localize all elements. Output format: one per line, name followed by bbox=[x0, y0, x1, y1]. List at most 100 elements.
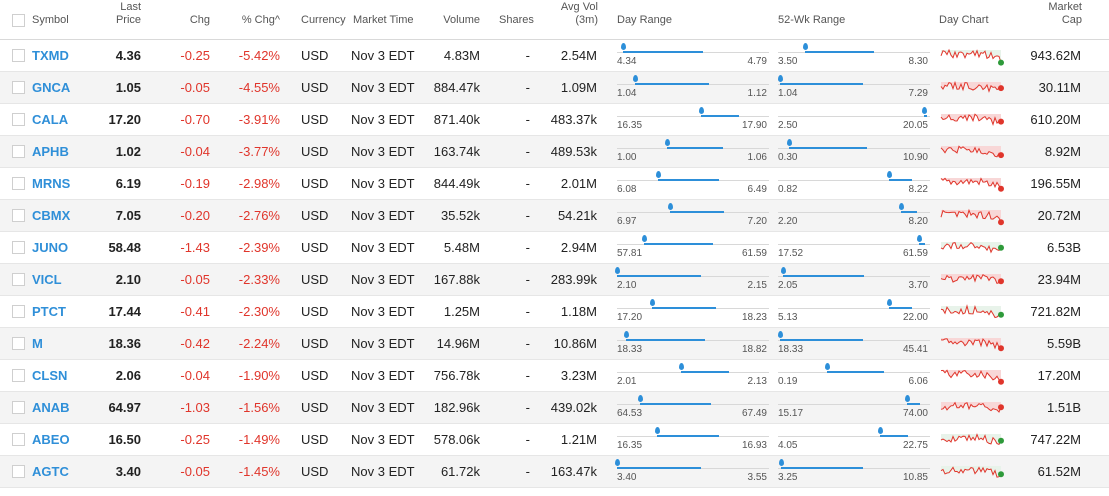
day-range-marker bbox=[615, 267, 620, 274]
sparkline-line bbox=[940, 338, 1002, 350]
wk52-range-low: 2.20 bbox=[778, 216, 798, 227]
row-checkbox[interactable] bbox=[12, 401, 25, 414]
day-range-high: 61.59 bbox=[741, 248, 767, 259]
day-range-fill bbox=[640, 403, 711, 405]
header-symbol[interactable]: Symbol bbox=[32, 14, 69, 26]
volume: 756.78k bbox=[433, 368, 480, 383]
symbol-link[interactable]: TXMD bbox=[32, 48, 69, 63]
sparkline-last-point bbox=[998, 471, 1004, 478]
percent-change: -4.55% bbox=[238, 80, 280, 95]
row-checkbox[interactable] bbox=[12, 305, 25, 318]
last-price: 2.10 bbox=[115, 272, 141, 287]
day-range-high: 16.93 bbox=[741, 440, 767, 451]
sparkline-last-point bbox=[998, 311, 1004, 318]
volume: 35.52k bbox=[440, 208, 480, 223]
row-checkbox[interactable] bbox=[12, 145, 25, 158]
day-range-fill bbox=[667, 147, 723, 149]
market-time: Nov 3 EDT bbox=[351, 80, 415, 95]
wk52-range-high: 22.75 bbox=[902, 440, 928, 451]
change: -0.25 bbox=[180, 48, 210, 63]
day-range-high: 1.06 bbox=[747, 152, 767, 163]
row-checkbox[interactable] bbox=[12, 433, 25, 446]
wk52-range-marker bbox=[917, 235, 922, 242]
header-day-range[interactable]: Day Range bbox=[617, 14, 673, 26]
header-52wk-range[interactable]: 52-Wk Range bbox=[778, 14, 846, 26]
avg-volume: 1.18M bbox=[560, 304, 597, 319]
header-market-time[interactable]: Market Time bbox=[353, 14, 414, 26]
shares: - bbox=[525, 144, 530, 159]
avg-volume: 439.02k bbox=[550, 400, 597, 415]
header-volume[interactable]: Volume bbox=[443, 14, 480, 26]
day-range-high: 2.13 bbox=[747, 376, 767, 387]
wk52-range-marker bbox=[878, 427, 883, 434]
header-avg-vol[interactable]: Avg Vol (3m) bbox=[560, 1, 598, 26]
wk52-range-high: 8.22 bbox=[908, 184, 928, 195]
market-cap: 721.82M bbox=[1030, 304, 1081, 319]
day-range-low: 2.10 bbox=[617, 280, 637, 291]
wk52-range-high: 61.59 bbox=[902, 248, 928, 259]
symbol-link[interactable]: JUNO bbox=[32, 240, 69, 255]
day-range-high: 1.12 bbox=[747, 88, 767, 99]
avg-volume: 489.53k bbox=[550, 144, 597, 159]
volume: 167.88k bbox=[433, 272, 480, 287]
symbol-link[interactable]: CBMX bbox=[32, 208, 71, 223]
table-row: CBMX 7.05 -0.20 -2.76% USD Nov 3 EDT 35.52k - 54… bbox=[0, 200, 1109, 232]
currency: USD bbox=[301, 144, 329, 159]
row-checkbox[interactable] bbox=[12, 113, 25, 126]
row-checkbox[interactable] bbox=[12, 177, 25, 190]
select-all-checkbox[interactable] bbox=[12, 14, 25, 27]
shares: - bbox=[525, 464, 530, 479]
day-chart-sparkline bbox=[940, 433, 1004, 446]
row-checkbox[interactable] bbox=[12, 81, 25, 94]
market-time: Nov 3 EDT bbox=[351, 400, 415, 415]
wk52-range-marker bbox=[887, 171, 892, 178]
wk52-range-marker bbox=[778, 331, 783, 338]
shares: - bbox=[525, 432, 530, 447]
wk52-range-high: 10.90 bbox=[902, 152, 928, 163]
wk52-range-low: 2.05 bbox=[778, 280, 798, 291]
symbol-link[interactable]: PTCT bbox=[32, 304, 66, 319]
row-checkbox[interactable] bbox=[12, 273, 25, 286]
shares: - bbox=[525, 336, 530, 351]
shares: - bbox=[525, 112, 530, 127]
header-last-price[interactable]: Last Price bbox=[115, 1, 141, 26]
row-checkbox[interactable] bbox=[12, 337, 25, 350]
symbol-link[interactable]: MRNS bbox=[32, 176, 71, 191]
sparkline-line bbox=[940, 48, 1002, 63]
symbol-link[interactable]: GNCA bbox=[32, 80, 71, 95]
table-row: MRNS 6.19 -0.19 -2.98% USD Nov 3 EDT 844.49k - 2… bbox=[0, 168, 1109, 200]
symbol-link[interactable]: M bbox=[32, 336, 43, 351]
row-checkbox[interactable] bbox=[12, 241, 25, 254]
row-checkbox[interactable] bbox=[12, 49, 25, 62]
header-market-cap[interactable]: Market Cap bbox=[1048, 1, 1082, 26]
symbol-link[interactable]: VICL bbox=[32, 272, 62, 287]
wk52-range-fill bbox=[780, 83, 863, 85]
shares: - bbox=[525, 208, 530, 223]
symbol-link[interactable]: ABEO bbox=[32, 432, 70, 447]
day-range-marker bbox=[655, 427, 660, 434]
header-chg[interactable]: Chg bbox=[189, 14, 210, 26]
symbol-link[interactable]: CALA bbox=[32, 112, 69, 127]
symbol-link[interactable]: CLSN bbox=[32, 368, 68, 383]
market-cap: 23.94M bbox=[1037, 272, 1081, 287]
sparkline-line bbox=[940, 208, 1002, 223]
wk52-range-fill bbox=[783, 275, 864, 277]
header-pct-chg[interactable]: % Chg^ bbox=[241, 14, 280, 26]
row-checkbox[interactable] bbox=[12, 465, 25, 478]
symbol-link[interactable]: ANAB bbox=[32, 400, 70, 415]
header-currency[interactable]: Currency bbox=[301, 14, 346, 26]
sparkline-area bbox=[941, 210, 1001, 223]
day-range-marker bbox=[638, 395, 643, 402]
symbol-link[interactable]: APHB bbox=[32, 144, 69, 159]
last-price: 7.05 bbox=[115, 208, 141, 223]
day-chart-sparkline bbox=[940, 401, 1004, 413]
market-cap: 747.22M bbox=[1030, 432, 1081, 447]
header-shares[interactable]: Shares bbox=[499, 14, 534, 26]
symbol-link[interactable]: AGTC bbox=[32, 464, 69, 479]
day-range-low: 64.53 bbox=[617, 408, 643, 419]
row-checkbox[interactable] bbox=[12, 369, 25, 382]
currency: USD bbox=[301, 368, 329, 383]
row-checkbox[interactable] bbox=[12, 209, 25, 222]
currency: USD bbox=[301, 112, 329, 127]
table-row: TXMD 4.36 -0.25 -5.42% USD Nov 3 EDT 4.83M - 2.5… bbox=[0, 40, 1109, 72]
